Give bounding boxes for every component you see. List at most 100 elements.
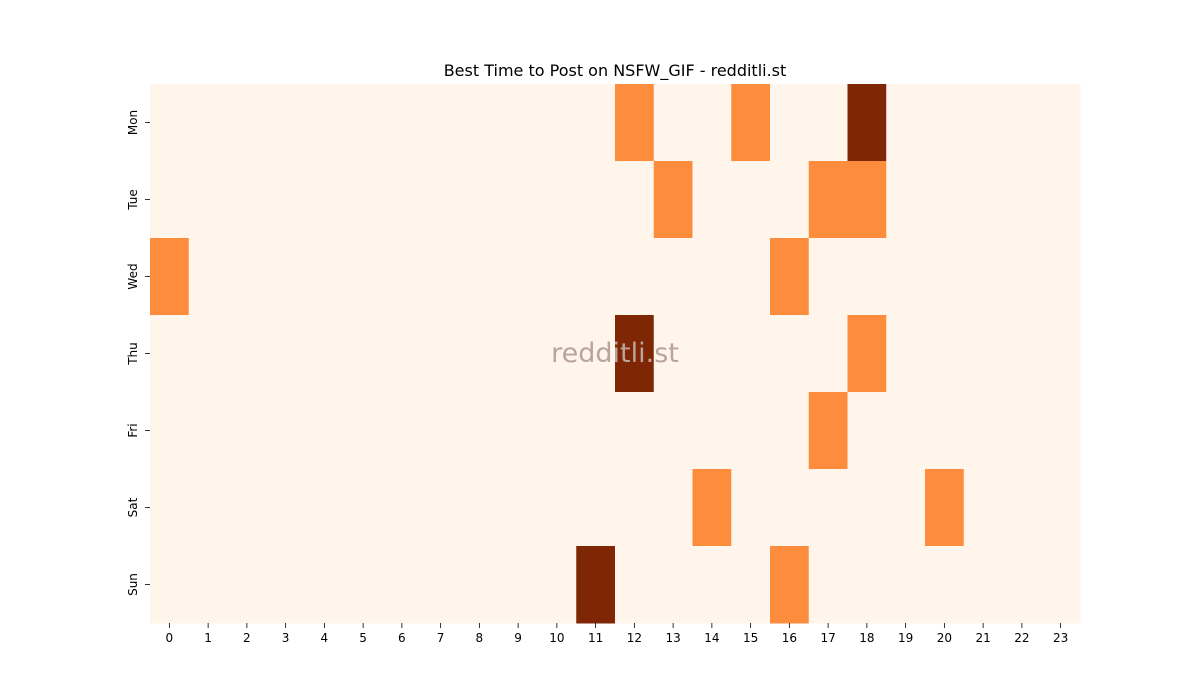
heatmap-cell-tue-11: [576, 161, 616, 239]
heatmap-cell-tue-7: [421, 161, 461, 239]
heatmap-cell-fri-23: [1041, 392, 1081, 470]
heatmap-cell-fri-17: [808, 392, 848, 470]
heatmap-cell-fri-18: [847, 392, 887, 470]
heatmap-cell-sat-10: [537, 469, 577, 547]
heatmap-cell-fri-13: [653, 392, 693, 470]
heatmap-cell-sun-20: [925, 546, 965, 624]
x-tick-label: 14: [704, 631, 719, 645]
heatmap-cell-wed-14: [692, 238, 732, 316]
heatmap-cell-tue-4: [305, 161, 345, 239]
heatmap-cell-fri-14: [692, 392, 732, 470]
heatmap-cell-mon-3: [266, 84, 306, 162]
heatmap-cell-thu-11: [576, 315, 616, 393]
heatmap-cell-sun-12: [615, 546, 655, 624]
y-tick-label: Sat: [126, 497, 140, 517]
watermark: redditli.st: [551, 338, 679, 369]
x-tick-label: 0: [166, 631, 174, 645]
heatmap-cell-wed-8: [460, 238, 500, 316]
heatmap-cell-fri-7: [421, 392, 461, 470]
heatmap-cell-tue-20: [925, 161, 965, 239]
heatmap-cell-sun-1: [188, 546, 228, 624]
heatmap-cell-sun-15: [731, 546, 771, 624]
heatmap-cell-wed-1: [188, 238, 228, 316]
y-tick-label: Mon: [126, 110, 140, 135]
heatmap-cell-tue-18: [847, 161, 887, 239]
x-tick-label: 15: [743, 631, 758, 645]
heatmap-cell-thu-4: [305, 315, 345, 393]
heatmap-cell-sat-8: [460, 469, 500, 547]
heatmap-cell-sun-2: [227, 546, 267, 624]
heatmap-cell-thu-15: [731, 315, 771, 393]
heatmap-cell-wed-19: [886, 238, 926, 316]
heatmap-cell-mon-19: [886, 84, 926, 162]
heatmap-cell-thu-23: [1041, 315, 1081, 393]
heatmap-cell-mon-21: [963, 84, 1003, 162]
heatmap-cell-fri-1: [188, 392, 228, 470]
y-tick-label: Thu: [126, 342, 140, 366]
heatmap-cell-mon-20: [925, 84, 965, 162]
heatmap-cell-tue-17: [808, 161, 848, 239]
x-tick-label: 22: [1014, 631, 1029, 645]
heatmap-cell-wed-18: [847, 238, 887, 316]
heatmap-cell-wed-3: [266, 238, 306, 316]
heatmap-cell-tue-5: [343, 161, 383, 239]
heatmap-cell-mon-2: [227, 84, 267, 162]
heatmap-cell-wed-23: [1041, 238, 1081, 316]
heatmap-cell-fri-6: [382, 392, 422, 470]
heatmap-cell-mon-8: [460, 84, 500, 162]
heatmap-cell-wed-2: [227, 238, 267, 316]
heatmap-cell-wed-22: [1002, 238, 1042, 316]
heatmap-cell-tue-8: [460, 161, 500, 239]
heatmap-cell-wed-12: [615, 238, 655, 316]
heatmap-cell-wed-5: [343, 238, 383, 316]
heatmap-cell-tue-13: [653, 161, 693, 239]
heatmap-cell-wed-7: [421, 238, 461, 316]
heatmap-cell-sat-13: [653, 469, 693, 547]
x-tick-label: 9: [514, 631, 522, 645]
heatmap-cell-thu-8: [460, 315, 500, 393]
heatmap-cell-mon-6: [382, 84, 422, 162]
x-tick-label: 11: [588, 631, 603, 645]
heatmap-cell-sun-9: [498, 546, 538, 624]
heatmap-cell-sat-2: [227, 469, 267, 547]
heatmap-cell-mon-9: [498, 84, 538, 162]
heatmap-cell-tue-1: [188, 161, 228, 239]
heatmap-cell-sat-5: [343, 469, 383, 547]
heatmap-cell-sat-16: [770, 469, 810, 547]
x-tick-label: 5: [359, 631, 367, 645]
heatmap-cell-thu-1: [188, 315, 228, 393]
heatmap-cell-thu-22: [1002, 315, 1042, 393]
heatmap-cell-mon-11: [576, 84, 616, 162]
heatmap-cell-sat-7: [421, 469, 461, 547]
heatmap-cell-wed-16: [770, 238, 810, 316]
heatmap-cell-sat-18: [847, 469, 887, 547]
heatmap-cell-sat-9: [498, 469, 538, 547]
heatmap-cell-wed-6: [382, 238, 422, 316]
heatmap-cell-wed-15: [731, 238, 771, 316]
heatmap-cell-sun-17: [808, 546, 848, 624]
heatmap-cell-sat-6: [382, 469, 422, 547]
heatmap-cell-fri-11: [576, 392, 616, 470]
heatmap-cell-thu-9: [498, 315, 538, 393]
heatmap-cell-tue-2: [227, 161, 267, 239]
heatmap-cell-mon-4: [305, 84, 345, 162]
heatmap-cell-sat-19: [886, 469, 926, 547]
heatmap-cell-thu-16: [770, 315, 810, 393]
heatmap-cell-sat-1: [188, 469, 228, 547]
x-tick-label: 17: [820, 631, 835, 645]
heatmap-cell-thu-20: [925, 315, 965, 393]
x-tick-label: 8: [476, 631, 484, 645]
heatmap-cell-fri-19: [886, 392, 926, 470]
heatmap-cell-sat-0: [150, 469, 190, 547]
x-tick-label: 1: [204, 631, 212, 645]
x-tick-label: 7: [437, 631, 445, 645]
y-tick-label: Wed: [126, 263, 140, 289]
heatmap-cell-tue-10: [537, 161, 577, 239]
heatmap-cell-sun-8: [460, 546, 500, 624]
heatmap-cell-sat-17: [808, 469, 848, 547]
heatmap-cell-thu-6: [382, 315, 422, 393]
x-tick-label: 20: [937, 631, 952, 645]
heatmap-cell-thu-12: [615, 315, 655, 393]
